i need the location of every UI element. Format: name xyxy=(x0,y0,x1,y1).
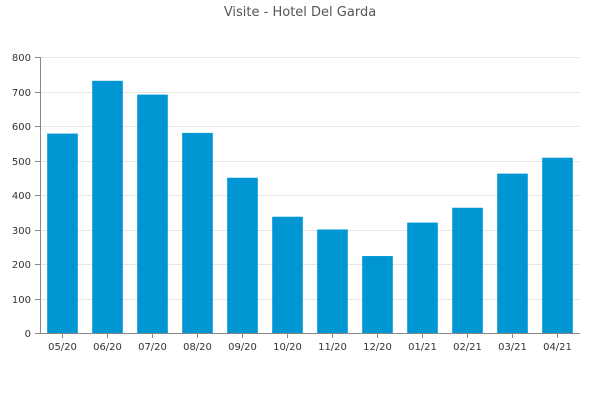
x-axis-ticks: 05/20 06/20 07/20 08/20 09/20 10/20 11/20 12/20… xyxy=(48,333,572,353)
x-tick-label: 07/20 xyxy=(138,342,167,353)
x-tick-label: 06/20 xyxy=(93,342,122,353)
bar-11-20[interactable] xyxy=(317,229,348,334)
y-tick-label: 700 xyxy=(12,88,31,99)
x-tick-label: 08/20 xyxy=(183,342,212,353)
y-axis-ticks: 0 100 200 300 400 500 600 700 800 xyxy=(12,53,40,340)
bar-12-20[interactable] xyxy=(362,256,393,333)
x-tick-label: 04/21 xyxy=(543,342,572,353)
x-tick-label: 02/21 xyxy=(453,342,482,353)
y-tick-label: 600 xyxy=(12,122,31,133)
bars xyxy=(47,80,573,334)
bar-02-21[interactable] xyxy=(452,207,483,333)
bar-09-20[interactable] xyxy=(227,177,258,333)
bar-04-21[interactable] xyxy=(542,157,573,333)
y-tick-label: 400 xyxy=(12,191,31,202)
chart-title: Visite - Hotel Del Garda xyxy=(224,5,376,20)
x-tick-label: 11/20 xyxy=(318,342,347,353)
y-tick-label: 100 xyxy=(12,295,31,306)
y-tick-label: 500 xyxy=(12,157,31,168)
bar-10-20[interactable] xyxy=(272,216,303,333)
y-tick-label: 300 xyxy=(12,226,31,237)
bar-05-20[interactable] xyxy=(47,133,78,333)
bar-03-21[interactable] xyxy=(497,173,528,333)
bar-06-20[interactable] xyxy=(92,80,123,333)
x-tick-label: 09/20 xyxy=(228,342,257,353)
bar-07-20[interactable] xyxy=(137,94,168,333)
y-tick-label: 200 xyxy=(12,260,31,271)
bar-08-20[interactable] xyxy=(182,132,213,333)
bar-01-21[interactable] xyxy=(407,222,438,333)
gridlines xyxy=(40,57,580,300)
y-tick-label: 0 xyxy=(25,329,31,340)
x-tick-label: 12/20 xyxy=(363,342,392,353)
x-tick-label: 01/21 xyxy=(408,342,437,353)
x-tick-label: 03/21 xyxy=(498,342,527,353)
y-tick-label: 800 xyxy=(12,53,31,64)
x-tick-label: 10/20 xyxy=(273,342,302,353)
axes xyxy=(40,57,580,334)
x-tick-label: 05/20 xyxy=(48,342,77,353)
